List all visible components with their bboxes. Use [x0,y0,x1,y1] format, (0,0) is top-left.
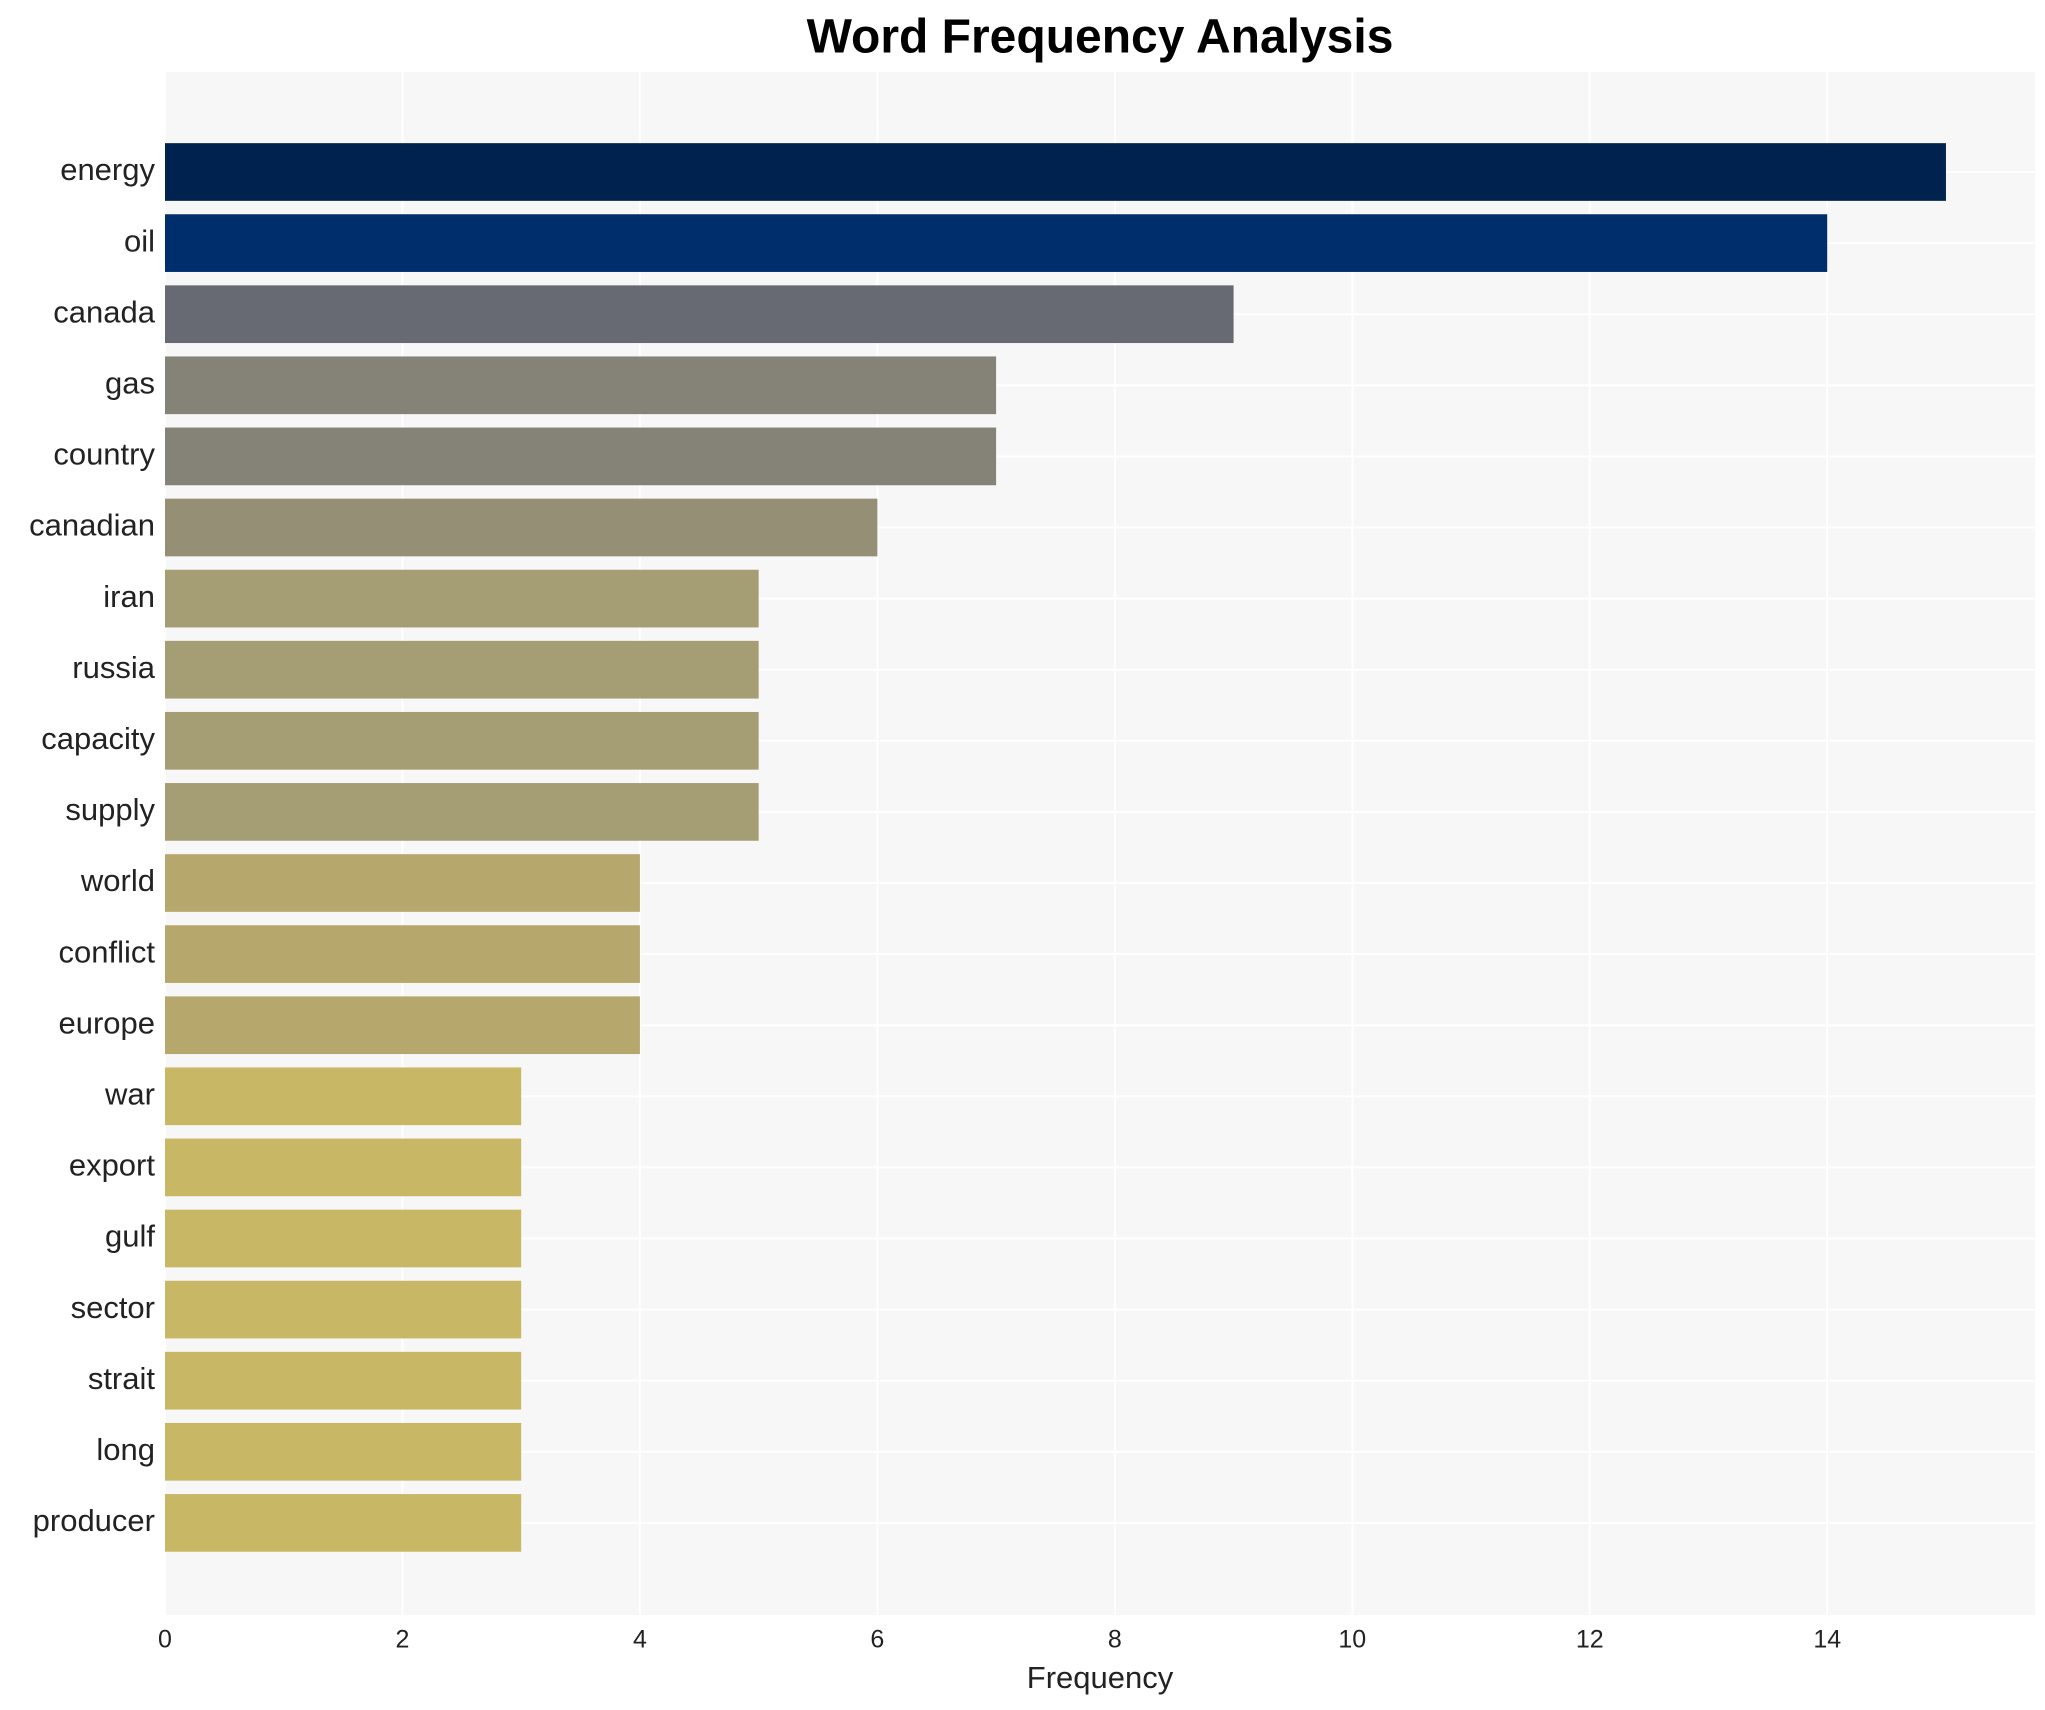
bar [165,356,997,415]
bar [165,1138,522,1197]
y-tick-label: russia [72,650,155,685]
x-tick-label: 2 [396,1626,410,1654]
x-tick-label: 0 [158,1626,172,1654]
chart-title: Word Frequency Analysis [807,11,1394,64]
bar [165,996,640,1055]
bar [165,1422,522,1481]
y-tick-label: strait [88,1361,156,1396]
bar [165,1351,522,1410]
bar [165,285,1234,344]
y-tick-label: capacity [41,721,155,756]
bar [165,427,997,486]
y-tick-label: europe [58,1005,155,1040]
y-tick-label: export [69,1148,156,1183]
x-tick-label: 10 [1338,1626,1366,1654]
x-tick-label: 4 [633,1626,647,1654]
bar [165,214,1828,272]
y-tick-label: sector [71,1290,155,1325]
x-tick-label: 12 [1576,1626,1604,1654]
y-tick-label: oil [124,223,155,258]
y-tick-label: gulf [105,1219,155,1254]
x-tick-label: 8 [1108,1626,1122,1654]
bar [165,1494,522,1552]
bar [165,925,640,983]
bar [165,1209,522,1268]
y-tick-label: gas [105,365,155,400]
y-tick-label: canada [53,294,155,329]
bar [165,143,1946,201]
y-tick-label: producer [33,1503,155,1538]
x-axis-label: Frequency [1027,1660,1174,1695]
y-tick-label: energy [60,152,155,187]
bar [165,1280,522,1339]
y-tick-label: war [104,1076,155,1111]
y-tick-label: world [80,863,155,898]
x-tick-label: 6 [870,1626,884,1654]
bar [165,1067,522,1126]
y-tick-label: supply [65,792,155,827]
y-tick-label: long [96,1432,155,1467]
bar [165,711,759,770]
y-tick-label: iran [103,579,155,614]
bar [165,854,640,912]
bar [165,569,759,628]
y-tick-label: country [53,437,155,472]
bar [165,783,759,841]
y-tick-label: canadian [29,508,155,543]
x-tick-label: 14 [1813,1626,1841,1654]
bar [165,640,759,699]
y-tick-label: conflict [59,934,156,969]
bar [165,498,878,557]
